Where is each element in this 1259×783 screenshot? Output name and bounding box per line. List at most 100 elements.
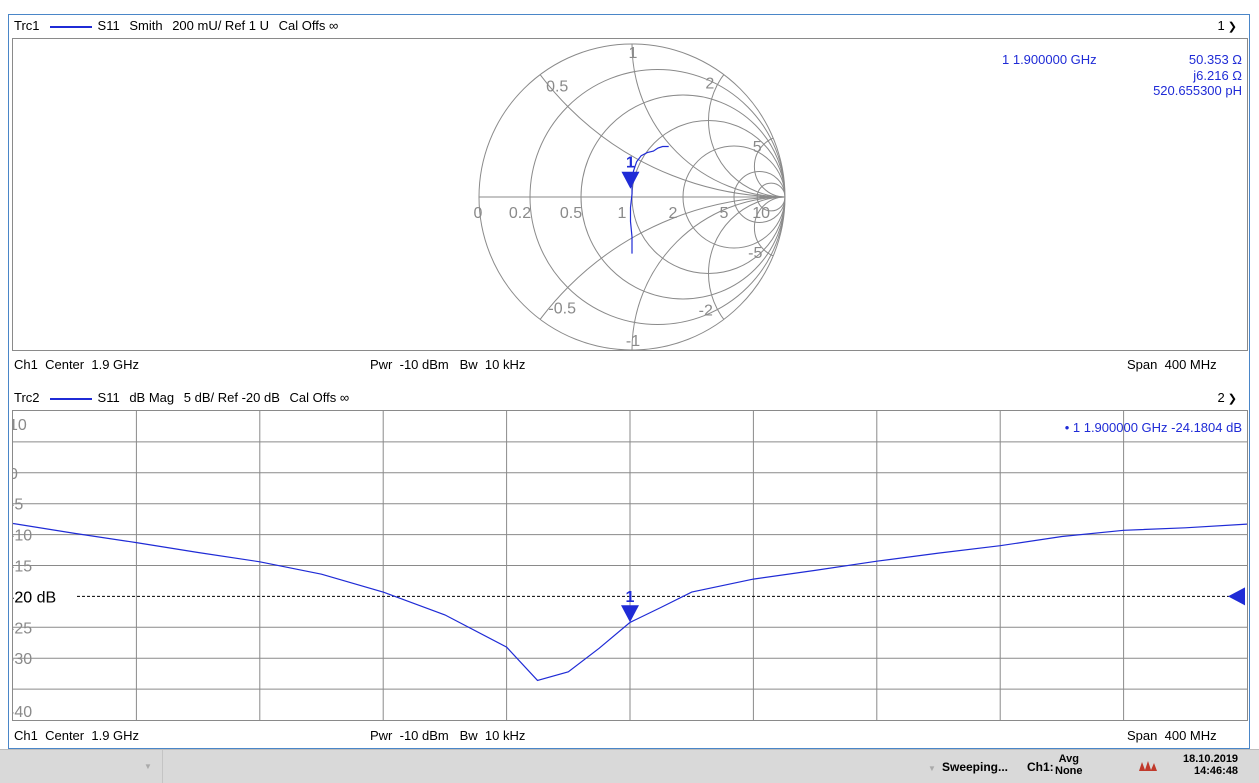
trace1-marker-resistance: 50.353 Ω xyxy=(1188,52,1242,67)
bw-label: Bw xyxy=(459,728,478,743)
triangle-down-icon: ▼ xyxy=(928,764,936,773)
y-tick-label: -5 xyxy=(13,497,23,514)
smith-label-reactance: -0.5 xyxy=(548,300,576,317)
smith-label-resistance: 0.2 xyxy=(509,205,531,222)
center-label: Center xyxy=(45,728,85,743)
channel-status-label: Ch1: xyxy=(1027,760,1054,774)
smith-marker-label: 1 xyxy=(626,155,635,172)
span-label: Span xyxy=(1127,357,1158,372)
dbmag-trace xyxy=(13,522,1247,682)
reference-label: -20 dB xyxy=(13,589,56,606)
channel1-info-bottom: Ch1 Center 1.9 GHz Pwr -10 dBm Bw 10 kHz… xyxy=(14,728,1217,743)
reference-level-arrow xyxy=(1228,587,1245,606)
trace2-scale: 5 dB/ Ref -20 dB xyxy=(183,390,280,405)
smith-plot-area[interactable]: 0 0.2 0.5 1 2 5 10 1 -1 0.5 -0.5 2 -2 5 -5 1 xyxy=(12,38,1248,351)
ch-label: Ch1 xyxy=(14,357,38,372)
smith-label-zero: 0 xyxy=(474,205,483,222)
smith-label-reactance: 0.5 xyxy=(546,79,568,96)
trace1-line-swatch xyxy=(49,25,92,28)
span-value: 400 MHz xyxy=(1164,728,1217,743)
trace1-marker-freq: 1 1.900000 GHz xyxy=(1002,52,1097,67)
y-tick-label: -10 xyxy=(13,528,32,545)
trace2-format: dB Mag xyxy=(129,390,175,405)
pwr-value: -10 dBm xyxy=(399,728,449,743)
datetime: 18.10.2019 14:46:48 xyxy=(1183,753,1238,777)
reactance-arc xyxy=(753,196,785,259)
trace2-header[interactable]: Trc2 S11 dB Mag 5 dB/ Ref -20 dB Cal Offs… xyxy=(14,390,355,405)
y-tick-label: -15 xyxy=(13,559,32,576)
trace1-name: Trc1 xyxy=(14,18,40,33)
y-tick-label: -30 xyxy=(13,651,32,668)
chevron-down-icon: ❯ xyxy=(1227,21,1237,33)
smith-trace xyxy=(629,145,669,254)
instrument-logo-icon xyxy=(1139,761,1157,771)
dbmag-marker-triangle xyxy=(621,605,639,623)
span-label: Span xyxy=(1127,728,1158,743)
smith-label-resistance: 10 xyxy=(752,205,770,222)
trace2-selector-number: 2 xyxy=(1217,390,1225,405)
softkey-area[interactable]: ▼ xyxy=(0,750,163,783)
reactance-arc xyxy=(753,135,785,198)
smith-label-reactance: -2 xyxy=(699,302,713,319)
dbmag-plot-area[interactable]: 10 0 -5 -10 -15 -20 -25 -30 -40 -20 dB 1 xyxy=(12,410,1248,721)
bw-label: Bw xyxy=(459,357,478,372)
y-tick-label: -25 xyxy=(13,620,32,637)
smith-chart: 0 0.2 0.5 1 2 5 10 1 -1 0.5 -0.5 2 -2 5 -5 1 xyxy=(474,43,786,350)
reactance-arc xyxy=(631,196,785,350)
trace1-selector-number: 1 xyxy=(1217,18,1225,33)
y-tick-label: -40 xyxy=(13,704,32,720)
avg-label: Avg xyxy=(1058,753,1079,765)
dbmag-marker-label: 1 xyxy=(626,589,635,606)
dbmag-chart: 10 0 -5 -10 -15 -20 -25 -30 -40 -20 dB 1 xyxy=(13,411,1247,720)
trace2-marker-text: 1 1.900000 GHz -24.1804 dB xyxy=(1072,420,1242,435)
trace2-cal: Cal Offs ∞ xyxy=(289,390,350,405)
bw-value: 10 kHz xyxy=(484,357,526,372)
date: 18.10.2019 xyxy=(1183,753,1239,765)
average-status[interactable]: Avg None xyxy=(1055,753,1083,777)
trace1-window-selector[interactable]: 1 ❯ xyxy=(1218,18,1237,33)
bw-value: 10 kHz xyxy=(484,728,526,743)
trace1-format: Smith xyxy=(129,18,163,33)
trace2-window-selector[interactable]: 2 ❯ xyxy=(1218,390,1237,405)
center-value: 1.9 GHz xyxy=(91,728,140,743)
trace1-cal: Cal Offs ∞ xyxy=(278,18,339,33)
time: 14:46:48 xyxy=(1194,765,1239,777)
smith-label-resistance: 0.5 xyxy=(560,205,582,222)
smith-grid xyxy=(478,43,786,350)
trace2-param: S11 xyxy=(97,390,120,405)
avg-value: None xyxy=(1055,765,1083,777)
ch-label: Ch1 xyxy=(14,728,38,743)
trace2-line-swatch xyxy=(49,397,92,400)
smith-label-reactance: 1 xyxy=(629,45,638,62)
y-tick-label: -20 xyxy=(13,589,32,606)
smith-label-resistance: 5 xyxy=(720,205,729,222)
status-bar: ▼ ▼ Sweeping... Ch1: Avg None 18.10.2019… xyxy=(0,749,1259,783)
triangle-down-icon: ▼ xyxy=(144,762,152,771)
reactance-arc xyxy=(631,44,785,198)
smith-label-resistance: 1 xyxy=(618,205,627,222)
channel1-info-top: Ch1 Center 1.9 GHz Pwr -10 dBm Bw 10 kHz… xyxy=(14,357,1217,372)
smith-marker-triangle xyxy=(621,171,640,189)
trace1-param: S11 xyxy=(97,18,120,33)
dbmag-grid xyxy=(13,411,1247,720)
trace1-marker-inductance: 520.655300 pH xyxy=(1153,83,1242,98)
trace2-marker-bullet: • xyxy=(1064,420,1070,435)
pwr-value: -10 dBm xyxy=(399,357,449,372)
smith-label-reactance: -5 xyxy=(748,245,762,262)
smith-label-reactance: 5 xyxy=(753,139,762,156)
smith-label-resistance: 2 xyxy=(669,205,678,222)
smith-outer-circle xyxy=(478,43,786,350)
smith-label-reactance: 2 xyxy=(705,76,714,93)
trace1-marker-readout: 1 1.900000 GHz 50.353 Ω j6.216 Ω 520.655… xyxy=(980,52,1242,98)
trace2-name: Trc2 xyxy=(14,390,40,405)
chevron-down-icon: ❯ xyxy=(1227,393,1237,405)
trace2-marker-readout: • 1 1.900000 GHz -24.1804 dB xyxy=(1010,420,1242,435)
trace1-header[interactable]: Trc1 S11 Smith 200 mU/ Ref 1 U Cal Offs ∞ xyxy=(14,18,344,33)
pwr-label: Pwr xyxy=(370,357,393,372)
center-label: Center xyxy=(45,357,85,372)
reactance-arc xyxy=(708,44,785,198)
sweep-status[interactable]: Sweeping... xyxy=(942,760,1009,774)
center-value: 1.9 GHz xyxy=(91,357,140,372)
y-tick-label: 10 xyxy=(13,417,27,434)
span-value: 400 MHz xyxy=(1164,357,1217,372)
